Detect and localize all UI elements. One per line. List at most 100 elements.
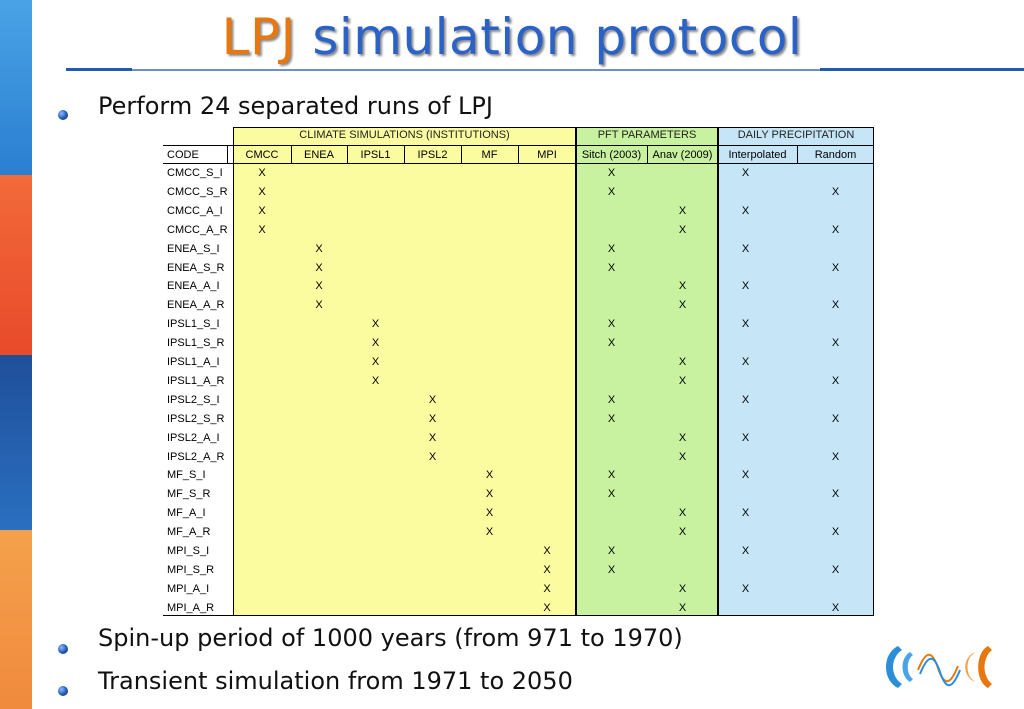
column-header: CMCC bbox=[245, 149, 279, 161]
column-header: MPI bbox=[537, 149, 557, 161]
group-header-climate: CLIMATE SIMULATIONS (INSTITUTIONS) bbox=[299, 129, 510, 141]
table-cell-mark: X bbox=[831, 374, 840, 387]
table-cell-mark: X bbox=[315, 261, 323, 274]
table-row-code: ENEA_A_I bbox=[167, 280, 220, 293]
table-cell-mark: X bbox=[371, 374, 380, 387]
table-cell-mark: X bbox=[315, 299, 323, 312]
table-cell-mark: X bbox=[741, 545, 750, 557]
table-cell-mark: X bbox=[315, 242, 323, 255]
table-cell-mark: X bbox=[741, 431, 750, 444]
table-top-border bbox=[233, 127, 874, 128]
column-header: Random bbox=[814, 149, 857, 161]
climate-group-background bbox=[233, 127, 576, 616]
table-row-code: IPSL1_A_I bbox=[167, 356, 220, 368]
table-cell-mark: X bbox=[831, 450, 840, 463]
table-cell-mark: X bbox=[543, 601, 551, 614]
table-cell-mark: X bbox=[741, 393, 750, 406]
table-cell-mark: X bbox=[315, 280, 323, 293]
table-cell-mark: X bbox=[678, 431, 687, 444]
table-cell-mark: X bbox=[678, 601, 687, 614]
cmcc-wave-logo-icon bbox=[886, 646, 992, 688]
table-cell-mark: X bbox=[258, 185, 266, 198]
table-cell-mark: X bbox=[831, 412, 840, 425]
bullet-text-runs: Perform 24 separated runs of LPJ bbox=[98, 92, 493, 120]
table-cell-mark: X bbox=[831, 223, 840, 236]
table-row-code: ENEA_S_R bbox=[167, 261, 225, 274]
table-cell-mark: X bbox=[607, 469, 616, 482]
page-title: LPJ simulation protocol bbox=[0, 6, 1024, 68]
table-bottom-border bbox=[163, 615, 874, 616]
group-header-precip: DAILY PRECIPITATION bbox=[737, 129, 855, 141]
column-separator bbox=[404, 146, 405, 164]
table-cell-mark: X bbox=[678, 204, 687, 217]
title-part-lpj: LPJ bbox=[221, 8, 296, 66]
table-cell-mark: X bbox=[741, 318, 750, 331]
column-header: MF bbox=[481, 149, 498, 161]
table-cell-mark: X bbox=[485, 469, 494, 482]
table-row-code: MF_A_I bbox=[167, 507, 206, 520]
table-cell-mark: X bbox=[741, 582, 750, 595]
table-cell-mark: X bbox=[831, 526, 840, 539]
table-row-code: IPSL2_A_I bbox=[167, 431, 220, 444]
table-right-border bbox=[873, 127, 874, 616]
group-separator bbox=[717, 127, 719, 616]
table-cell-mark: X bbox=[485, 526, 494, 539]
table-cell-mark: X bbox=[678, 507, 687, 520]
table-row-code: ENEA_S_I bbox=[167, 242, 220, 255]
table-group-divider bbox=[163, 145, 874, 146]
table-cell-mark: X bbox=[741, 356, 750, 368]
table-cell-mark: X bbox=[678, 582, 687, 595]
table-cell-mark: X bbox=[831, 563, 840, 576]
table-cell-mark: X bbox=[371, 318, 380, 331]
group-separator bbox=[575, 127, 577, 616]
table-cell-mark: X bbox=[428, 393, 437, 406]
table-cell-mark: X bbox=[678, 374, 687, 387]
table-row-code: MF_S_I bbox=[167, 469, 206, 482]
bullet-text-spinup: Spin-up period of 1000 years (from 971 t… bbox=[98, 624, 683, 652]
table-cell-mark: X bbox=[831, 185, 840, 198]
table-row-code: MPI_S_I bbox=[167, 545, 210, 557]
table-cell-mark: X bbox=[741, 242, 750, 255]
table-cell-mark: X bbox=[607, 318, 616, 331]
table-row-code: MPI_S_R bbox=[167, 563, 215, 576]
table-cell-mark: X bbox=[678, 526, 687, 539]
table-cell-mark: X bbox=[678, 356, 687, 368]
table-cell-mark: X bbox=[741, 204, 750, 217]
column-separator bbox=[797, 146, 798, 164]
simulation-protocol-table: CLIMATE SIMULATIONS (INSTITUTIONS) PFT P… bbox=[163, 127, 874, 616]
title-underline-mid bbox=[132, 69, 820, 71]
table-cell-mark: X bbox=[428, 450, 437, 463]
table-cell-mark: X bbox=[607, 545, 616, 557]
table-row-code: IPSL2_A_R bbox=[167, 450, 225, 463]
table-cell-mark: X bbox=[371, 337, 380, 350]
table-cell-mark: X bbox=[485, 507, 494, 520]
title-underline-left bbox=[66, 68, 132, 71]
table-cell-mark: X bbox=[428, 431, 437, 444]
column-header: Interpolated bbox=[728, 149, 787, 161]
group-header-pft: PFT PARAMETERS bbox=[597, 129, 697, 141]
table-cell-mark: X bbox=[258, 204, 266, 217]
table-cell-mark: X bbox=[258, 167, 266, 179]
table-row-code: CMCC_S_R bbox=[167, 185, 228, 198]
title-part-protocol: simulation protocol bbox=[312, 8, 803, 66]
table-row-code: CMCC_A_R bbox=[167, 223, 228, 236]
table-row-code: IPSL1_S_R bbox=[167, 337, 225, 350]
table-cell-mark: X bbox=[607, 167, 616, 179]
group-separator bbox=[233, 127, 234, 616]
table-cell-mark: X bbox=[607, 393, 616, 406]
table-cell-mark: X bbox=[831, 488, 840, 501]
table-cell-mark: X bbox=[607, 261, 616, 274]
table-cell-mark: X bbox=[607, 488, 616, 501]
column-separator bbox=[347, 146, 348, 164]
table-cell-mark: X bbox=[678, 280, 687, 293]
title-underline-right bbox=[820, 68, 1024, 71]
table-row-code: IPSL2_S_R bbox=[167, 412, 225, 425]
table-cell-mark: X bbox=[741, 167, 750, 179]
table-cell-mark: X bbox=[543, 582, 551, 595]
table-cell-mark: X bbox=[831, 601, 840, 614]
table-cell-mark: X bbox=[678, 450, 687, 463]
bullet-text-transient: Transient simulation from 1971 to 2050 bbox=[98, 667, 573, 695]
table-cell-mark: X bbox=[607, 185, 616, 198]
pft-group-background bbox=[576, 127, 718, 616]
table-cell-mark: X bbox=[607, 337, 616, 350]
